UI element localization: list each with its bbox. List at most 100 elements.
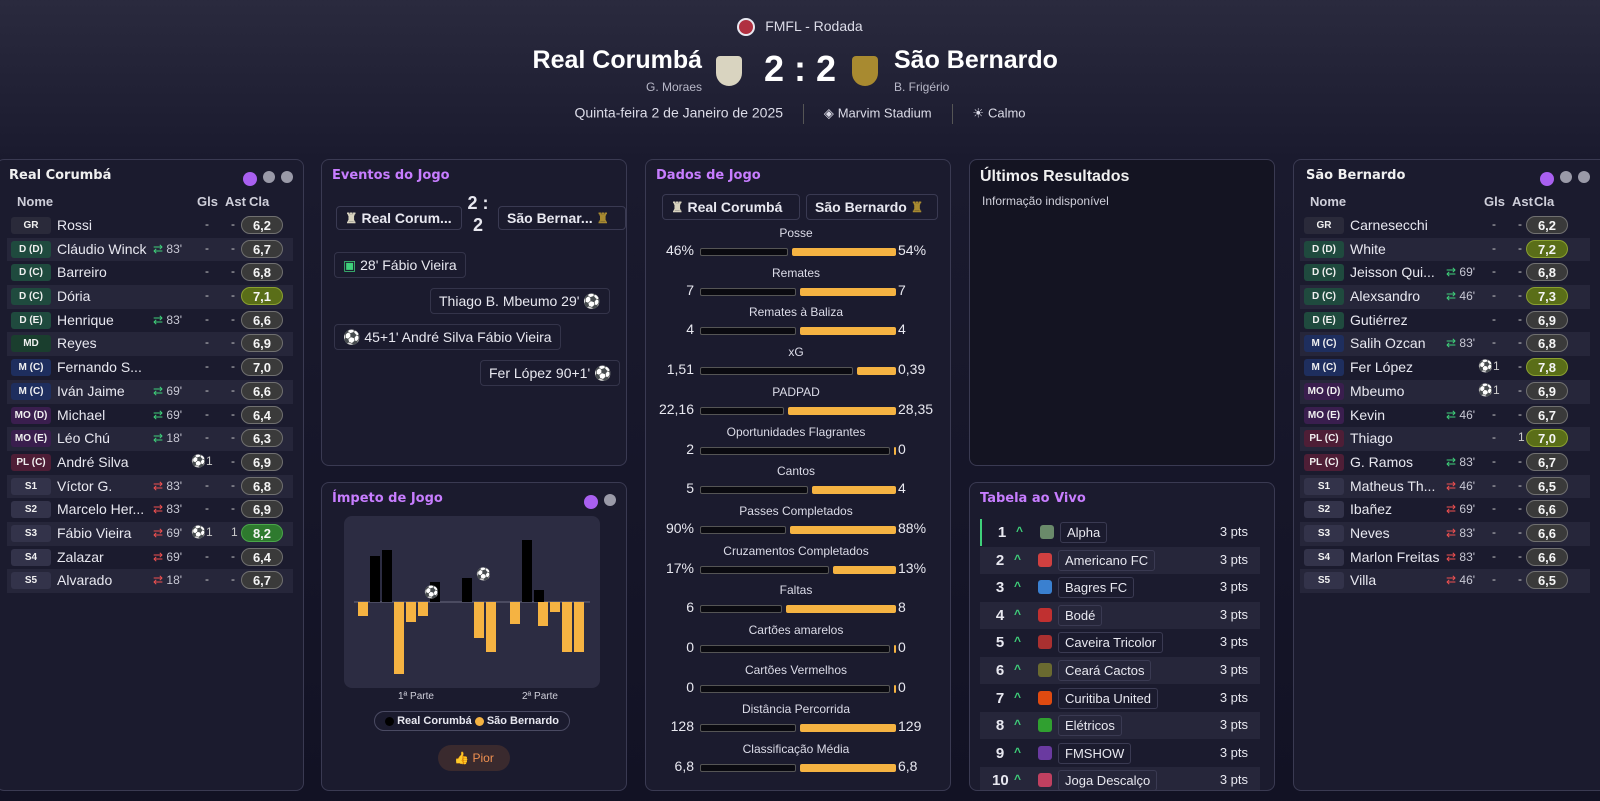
rating-badge[interactable]: 6,4: [241, 547, 283, 566]
player-name[interactable]: White: [1350, 240, 1386, 257]
player-name[interactable]: Dória: [57, 288, 91, 305]
player-row[interactable]: PL (C) G. Ramos ⇄ 83' - -6,7: [1300, 451, 1590, 475]
rating-badge[interactable]: 7,0: [1526, 429, 1568, 448]
table-row[interactable]: 10 ^ Joga Descalço 3 pts: [980, 767, 1260, 790]
player-row[interactable]: M (C) Fernando S... - -7,0: [7, 356, 293, 380]
rating-badge[interactable]: 6,6: [241, 381, 283, 400]
player-name[interactable]: Salih Ozcan: [1350, 335, 1426, 352]
toggle-dot[interactable]: [1578, 171, 1590, 183]
rating-badge[interactable]: 6,9: [241, 334, 283, 353]
club-name[interactable]: Alpha: [1060, 522, 1108, 543]
player-name[interactable]: Alvarado: [57, 572, 113, 589]
rating-badge[interactable]: 7,3: [1526, 287, 1568, 306]
toggle-dot[interactable]: [263, 171, 275, 183]
rating-badge[interactable]: 6,6: [1526, 523, 1568, 542]
player-name[interactable]: Matheus Th...: [1350, 477, 1436, 494]
player-name[interactable]: Víctor G.: [57, 477, 113, 494]
event-item[interactable]: ▣ 28' Fábio Vieira: [334, 252, 466, 278]
player-row[interactable]: M (C) Iván Jaime ⇄ 69' - -6,6: [7, 379, 293, 404]
table-row[interactable]: 7 ^ Curitiba United 3 pts: [980, 685, 1260, 712]
rating-badge[interactable]: 6,7: [241, 239, 283, 258]
player-name[interactable]: Thiago: [1350, 430, 1393, 447]
player-name[interactable]: Alexsandro: [1350, 288, 1421, 305]
rating-badge[interactable]: 6,4: [241, 405, 283, 424]
player-name[interactable]: G. Ramos: [1350, 453, 1414, 470]
player-name[interactable]: André Silva: [57, 453, 129, 470]
rating-badge[interactable]: 6,8: [241, 263, 283, 282]
rating-badge[interactable]: 6,8: [241, 476, 283, 495]
player-name[interactable]: Rossi: [57, 217, 93, 233]
player-row[interactable]: S5 Alvarado ⇄ 18' - -6,7: [7, 569, 293, 593]
away-coach-name[interactable]: B. Frigério: [894, 80, 950, 94]
rating-badge[interactable]: 7,2: [1526, 239, 1568, 258]
table-row[interactable]: 6 ^ Ceará Cactos 3 pts: [980, 657, 1260, 684]
event-item[interactable]: Thiago B. Mbeumo 29' ⚽: [430, 288, 610, 314]
toggle-dot[interactable]: [1560, 171, 1572, 183]
player-name[interactable]: Carnesecchi: [1350, 217, 1428, 233]
player-name[interactable]: Zalazar: [57, 548, 104, 565]
rating-badge[interactable]: 6,9: [1526, 310, 1568, 329]
rating-badge[interactable]: 6,7: [1526, 405, 1568, 424]
player-row[interactable]: PL (C) André Silva ⚽1 -6,9: [7, 451, 293, 475]
rating-badge[interactable]: 6,6: [1526, 547, 1568, 566]
player-row[interactable]: S4 Zalazar ⇄ 69' - -6,4: [7, 546, 293, 570]
player-row[interactable]: S3 Fábio Vieira ⇄ 69' ⚽1 1 8,2: [7, 521, 293, 546]
rating-badge[interactable]: 6,3: [241, 429, 283, 448]
header-rating[interactable]: Cla: [249, 194, 270, 209]
rating-badge[interactable]: 6,2: [241, 216, 283, 234]
player-row[interactable]: D (D) Cláudio Winck ⇄ 83' - -6,7: [7, 237, 293, 262]
player-row[interactable]: MD Reyes - -6,9: [7, 332, 293, 357]
home-coach-name[interactable]: G. Moraes: [645, 80, 702, 94]
rating-badge[interactable]: 6,2: [1526, 216, 1568, 234]
toggle-dot-active[interactable]: [243, 171, 257, 186]
toggle-dot[interactable]: [604, 494, 616, 506]
club-name[interactable]: FMSHOW: [1058, 742, 1132, 764]
player-row[interactable]: D (C) Jeisson Qui... ⇄ 69' - -6,8: [1300, 261, 1590, 285]
rating-badge[interactable]: 6,5: [1526, 571, 1568, 590]
header-rating[interactable]: Cla: [1534, 194, 1555, 209]
table-row[interactable]: 5 ^ Caveira Tricolor 3 pts: [980, 629, 1260, 656]
player-row[interactable]: MO (D) Mbeumo ⚽1 -6,9: [1300, 379, 1590, 404]
player-name[interactable]: Villa: [1350, 572, 1377, 589]
rating-badge[interactable]: 6,9: [241, 500, 283, 519]
club-name[interactable]: Bodé: [1058, 604, 1103, 626]
player-name[interactable]: Neves: [1350, 524, 1390, 541]
player-row[interactable]: PL (C) Thiago - 1 7,0: [1300, 427, 1590, 451]
rating-badge[interactable]: 6,9: [241, 452, 283, 471]
player-row[interactable]: MO (E) Kevin ⇄ 46' - -6,7: [1300, 404, 1590, 428]
header-goals[interactable]: Gls: [197, 194, 218, 209]
player-row[interactable]: S4 Marlon Freitas ⇄ 83' - -6,6: [1300, 546, 1590, 570]
table-row[interactable]: 8 ^ Elétricos 3 pts: [980, 712, 1260, 740]
player-name[interactable]: Marlon Freitas: [1350, 548, 1440, 565]
player-name[interactable]: Cláudio Winck: [57, 240, 147, 257]
player-row[interactable]: D (C) Dória - -7,1: [7, 285, 293, 309]
player-name[interactable]: Michael: [57, 406, 106, 423]
table-row[interactable]: 3 ^ Bagres FC 3 pts: [980, 574, 1260, 601]
worse-button[interactable]: 👍 Pior: [438, 745, 510, 771]
club-name[interactable]: Americano FC: [1058, 549, 1156, 571]
rating-badge[interactable]: 6,8: [1526, 263, 1568, 282]
player-row[interactable]: S2 Ibañez ⇄ 69' - -6,6: [1300, 498, 1590, 522]
player-name[interactable]: Iván Jaime: [57, 382, 125, 399]
event-item[interactable]: Fer López 90+1' ⚽: [480, 360, 621, 386]
player-row[interactable]: S5 Villa ⇄ 46' - -6,5: [1300, 569, 1590, 593]
toggle-dot-active[interactable]: [1540, 171, 1554, 186]
player-row[interactable]: D (E) Gutiérrez - -6,9: [1300, 309, 1590, 333]
club-name[interactable]: Bagres FC: [1058, 577, 1135, 599]
rating-badge[interactable]: 6,6: [241, 310, 283, 329]
rating-badge[interactable]: 7,1: [241, 287, 283, 306]
player-row[interactable]: D (C) Alexsandro ⇄ 46' - -7,3: [1300, 285, 1590, 309]
player-name[interactable]: Barreiro: [57, 264, 107, 281]
player-name[interactable]: Henrique: [57, 311, 114, 328]
toggle-dot[interactable]: [281, 171, 293, 183]
player-row[interactable]: MO (E) Léo Chú ⇄ 18' - -6,3: [7, 427, 293, 451]
rating-badge[interactable]: 6,7: [1526, 452, 1568, 471]
player-row[interactable]: S3 Neves ⇄ 83' - -6,6: [1300, 521, 1590, 546]
header-assists[interactable]: Ast: [225, 194, 246, 209]
player-name[interactable]: Mbeumo: [1350, 382, 1405, 399]
player-row[interactable]: D (E) Henrique ⇄ 83' - -6,6: [7, 309, 293, 333]
rating-badge[interactable]: 6,9: [1526, 381, 1568, 400]
club-name[interactable]: Ceará Cactos: [1058, 660, 1152, 681]
player-row[interactable]: M (C) Salih Ozcan ⇄ 83' - -6,8: [1300, 332, 1590, 357]
stadium-name[interactable]: Marvim Stadium: [837, 105, 932, 121]
